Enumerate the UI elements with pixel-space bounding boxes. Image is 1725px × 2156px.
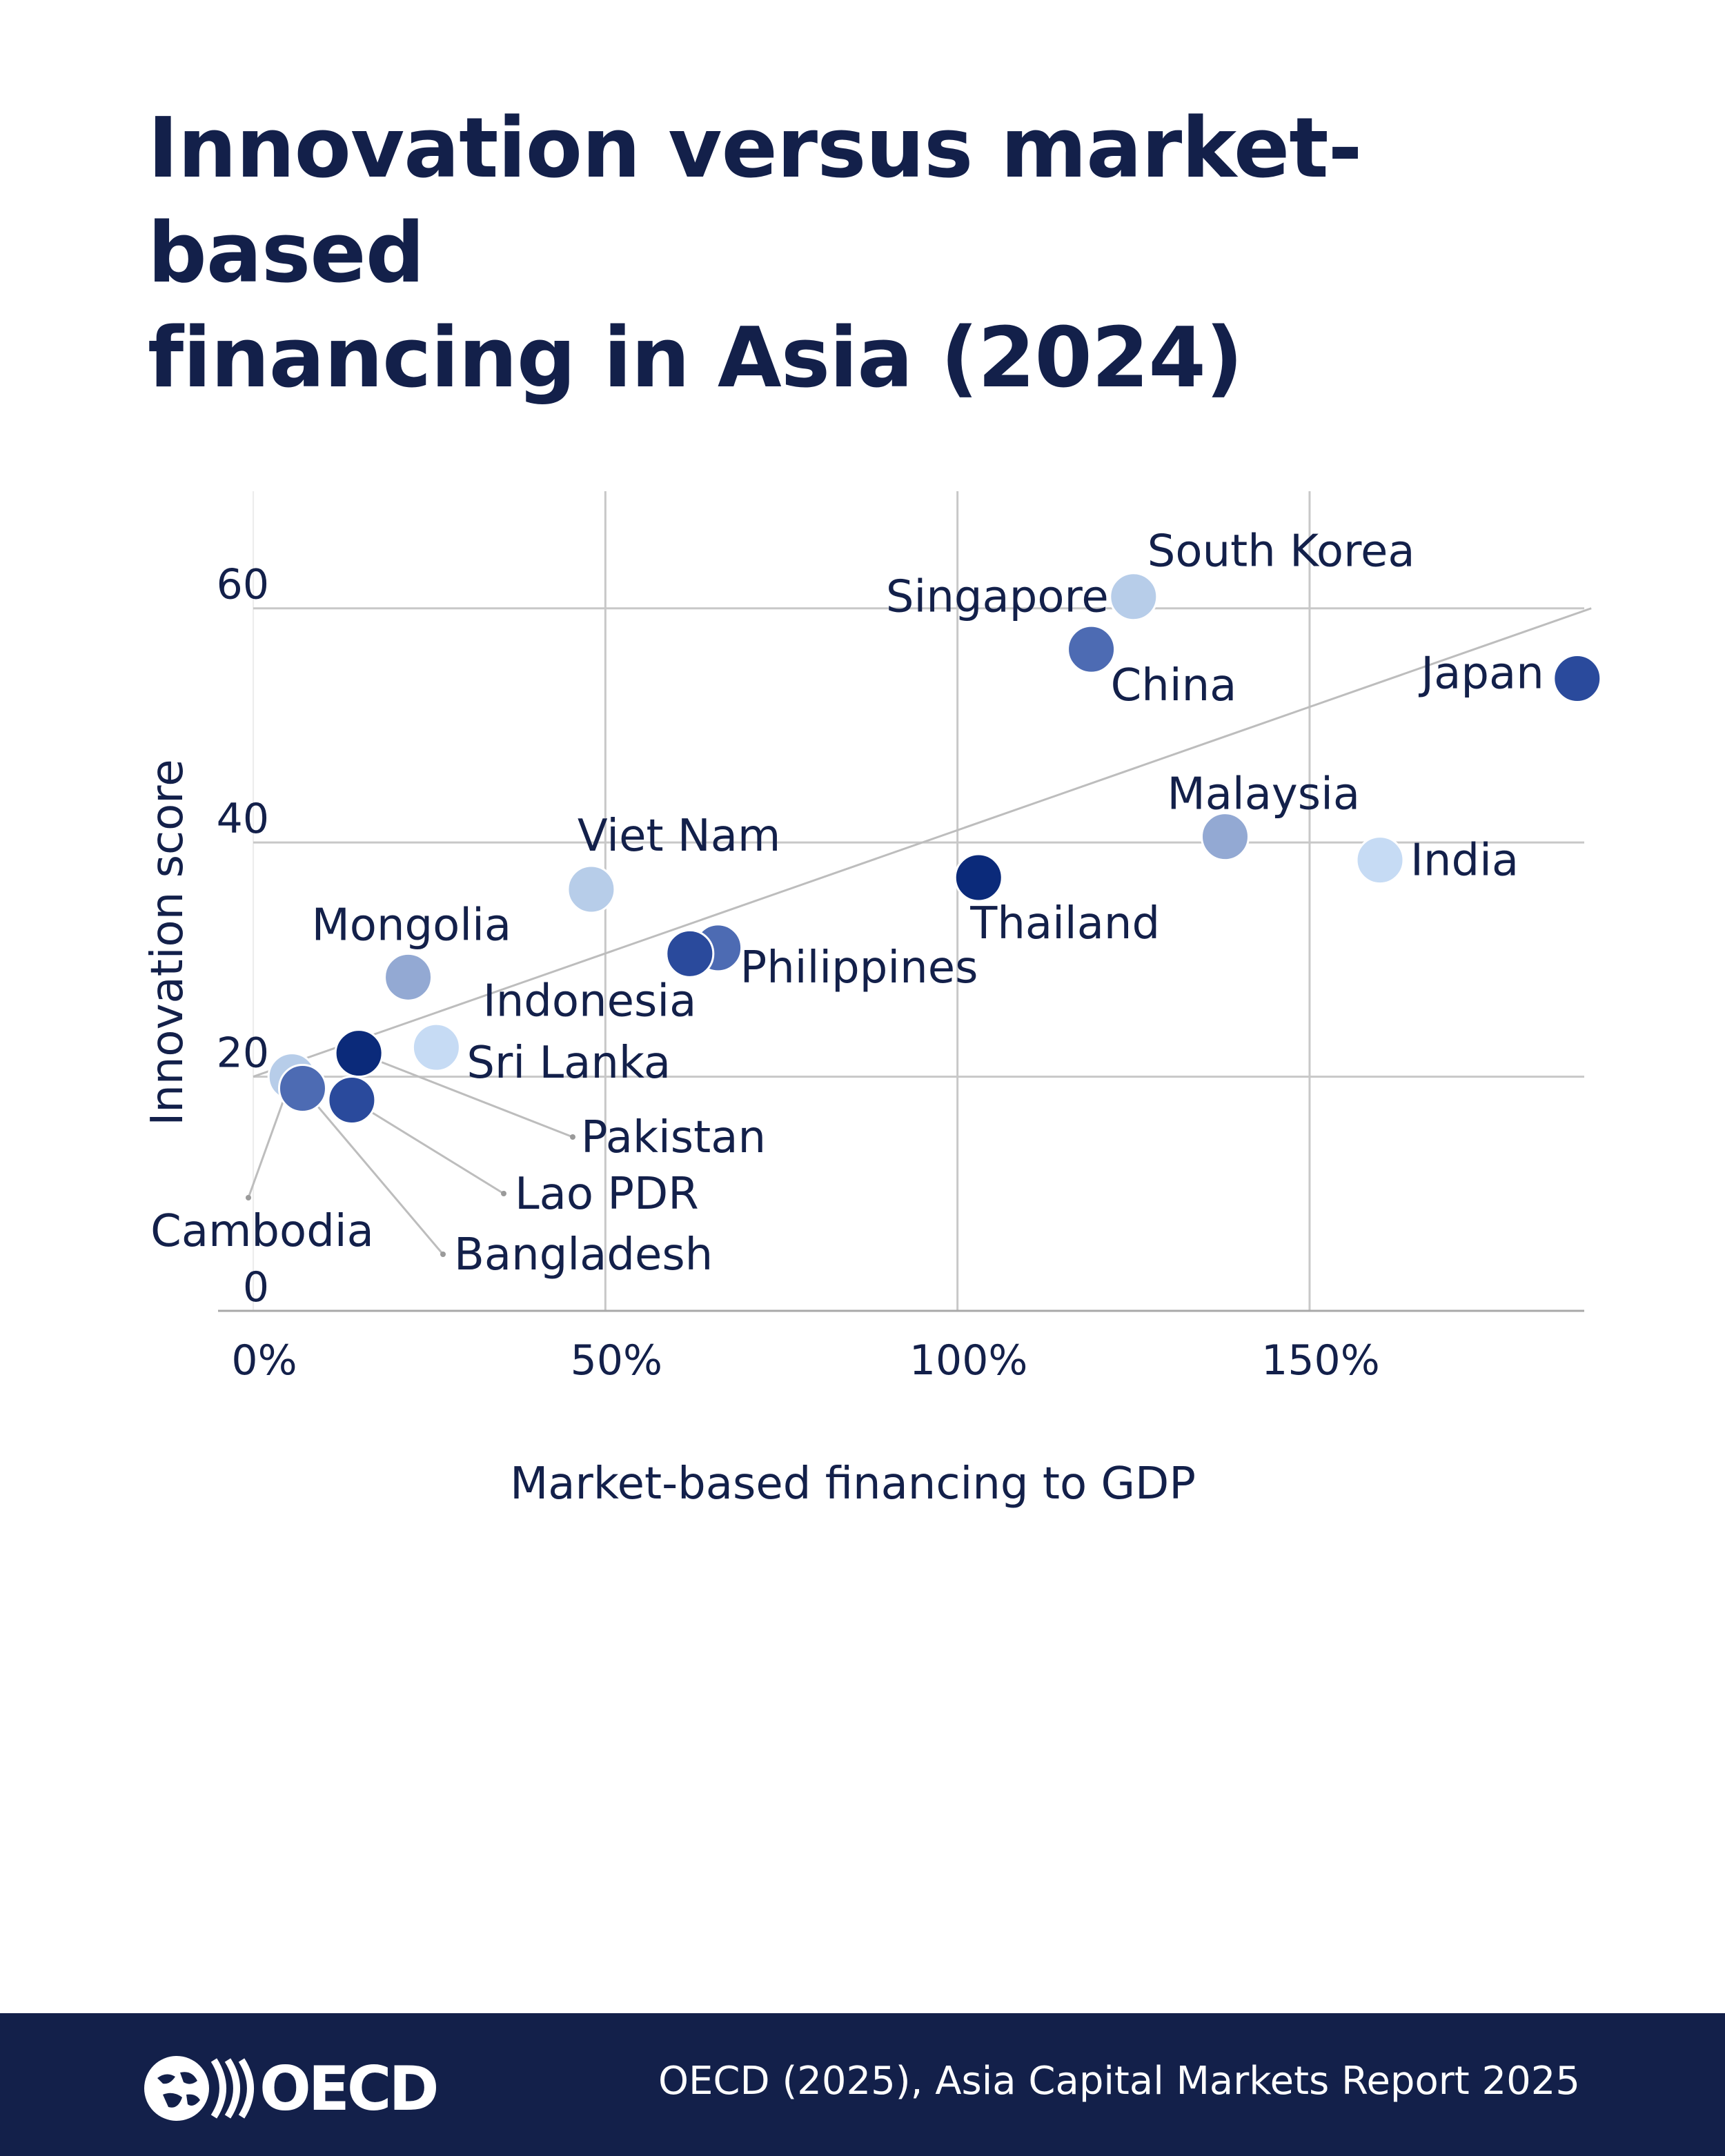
x-tick-label: 0%	[231, 1336, 297, 1385]
trendline-group	[253, 607, 1592, 1078]
y-axis-title: Innovation score	[142, 759, 193, 1125]
label-bangladesh: Bangladesh	[454, 1229, 713, 1280]
point-japan	[1552, 654, 1602, 704]
label-japan: Japan	[1418, 649, 1544, 700]
label-sri-lanka: Sri Lanka	[466, 1038, 671, 1089]
y-tick-label: 40	[217, 795, 269, 843]
leader-dot	[246, 1195, 251, 1200]
point-singapore	[1109, 572, 1159, 622]
data-points	[267, 572, 1602, 1125]
leader-dot	[501, 1191, 506, 1196]
x-tick-label: 100%	[909, 1336, 1028, 1385]
leader-lines	[246, 1052, 575, 1257]
label-philippines: Philippines	[740, 942, 978, 993]
gridlines	[253, 491, 1584, 1311]
chart-title-line-2: financing in Asia (2024)	[148, 310, 1243, 406]
chart-title: Innovation versus market-based financing…	[148, 97, 1631, 411]
point-india	[1355, 835, 1405, 885]
oecd-logo: OECD	[142, 2052, 446, 2128]
leader-line	[358, 1052, 573, 1138]
point-bangladesh	[277, 1064, 327, 1114]
x-tick-label: 50%	[571, 1336, 662, 1385]
label-pakistan: Pakistan	[581, 1112, 766, 1163]
point-sri-lanka	[411, 1022, 461, 1072]
globe-icon	[144, 2056, 254, 2121]
label-china: China	[1111, 660, 1237, 711]
point-mongolia	[384, 952, 433, 1002]
y-tick-label: 20	[217, 1029, 269, 1078]
footer: OECD OECD (2025), Asia Capital Markets R…	[0, 2013, 1725, 2156]
oecd-wordmark: OECD	[259, 2053, 440, 2124]
leader-dot	[570, 1134, 575, 1140]
label-india: India	[1410, 835, 1519, 887]
label-cambodia: Cambodia	[150, 1206, 374, 1257]
point-lao-pdr	[327, 1076, 377, 1125]
label-indonesia: Indonesia	[483, 976, 697, 1027]
y-tick-label: 0	[243, 1263, 269, 1312]
label-malaysia: Malaysia	[1167, 769, 1360, 820]
label-lao-pdr: Lao PDR	[515, 1169, 699, 1220]
y-tick-label: 60	[217, 561, 269, 609]
point-china	[1067, 624, 1116, 674]
label-thailand: Thailand	[969, 898, 1160, 949]
label-viet-nam: Viet Nam	[578, 811, 780, 862]
leader-dot	[440, 1252, 446, 1257]
x-axis-title: Market-based financing to GDP	[510, 1458, 1196, 1510]
axes: 0% 50% 100% 150% 0 20 40 60 Market-based financi…	[142, 561, 1584, 1510]
label-singapore: Singapore	[886, 572, 1109, 623]
point-viet-nam	[566, 864, 616, 914]
source-citation: OECD (2025), Asia Capital Markets Report…	[658, 2059, 1580, 2104]
label-mongolia: Mongolia	[312, 900, 512, 951]
chart-title-line-1: Innovation versus market-based	[148, 101, 1362, 301]
point-pakistan	[334, 1029, 384, 1078]
x-tick-label: 150%	[1261, 1336, 1380, 1385]
point-malaysia	[1200, 812, 1250, 862]
point-indonesia	[665, 929, 715, 978]
trendline	[253, 607, 1592, 1078]
point-thailand	[954, 853, 1003, 902]
leader-line	[351, 1099, 504, 1195]
leader-line	[302, 1087, 444, 1255]
label-south-korea: South Korea	[1147, 526, 1415, 577]
